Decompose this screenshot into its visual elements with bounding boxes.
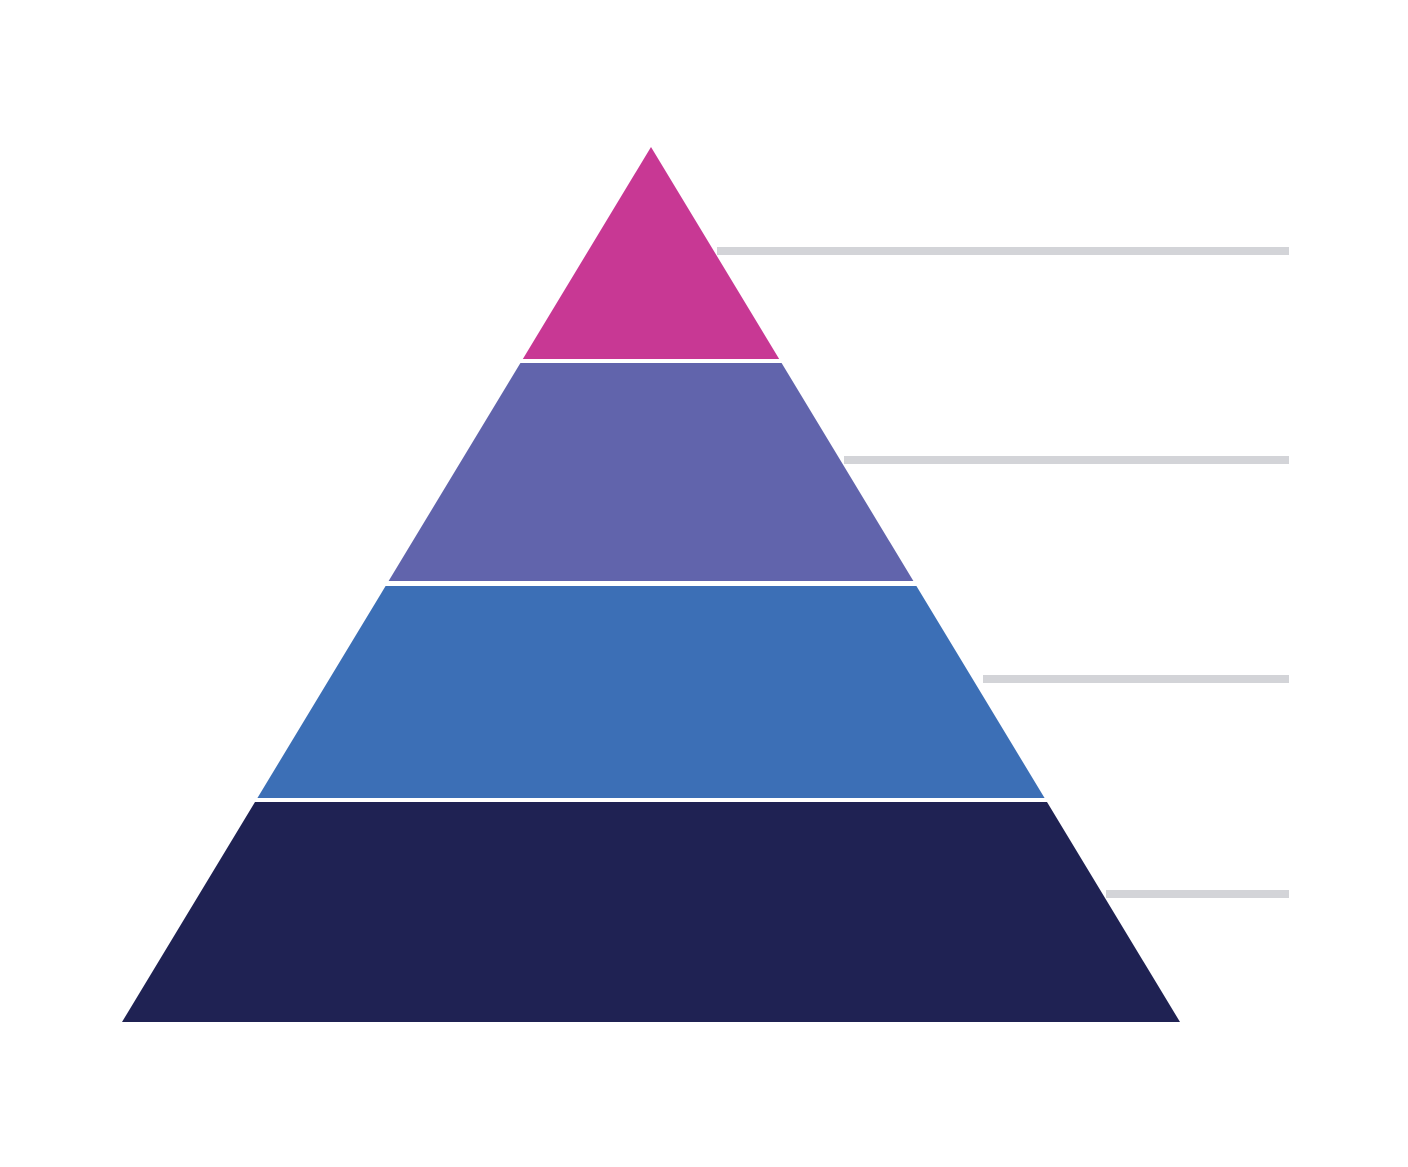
connector-line-2 — [844, 456, 1289, 464]
pyramid-layer-2 — [388, 363, 914, 581]
connector-line-4 — [1106, 890, 1289, 898]
label-connector-lines — [717, 247, 1289, 898]
connector-line-3 — [983, 675, 1289, 683]
pyramid-layer-3 — [257, 586, 1045, 798]
pyramid-layer-1 — [522, 147, 780, 359]
connector-line-1 — [717, 247, 1289, 255]
pyramid-layer-4 — [122, 802, 1180, 1022]
pyramid-layers — [122, 147, 1180, 1022]
